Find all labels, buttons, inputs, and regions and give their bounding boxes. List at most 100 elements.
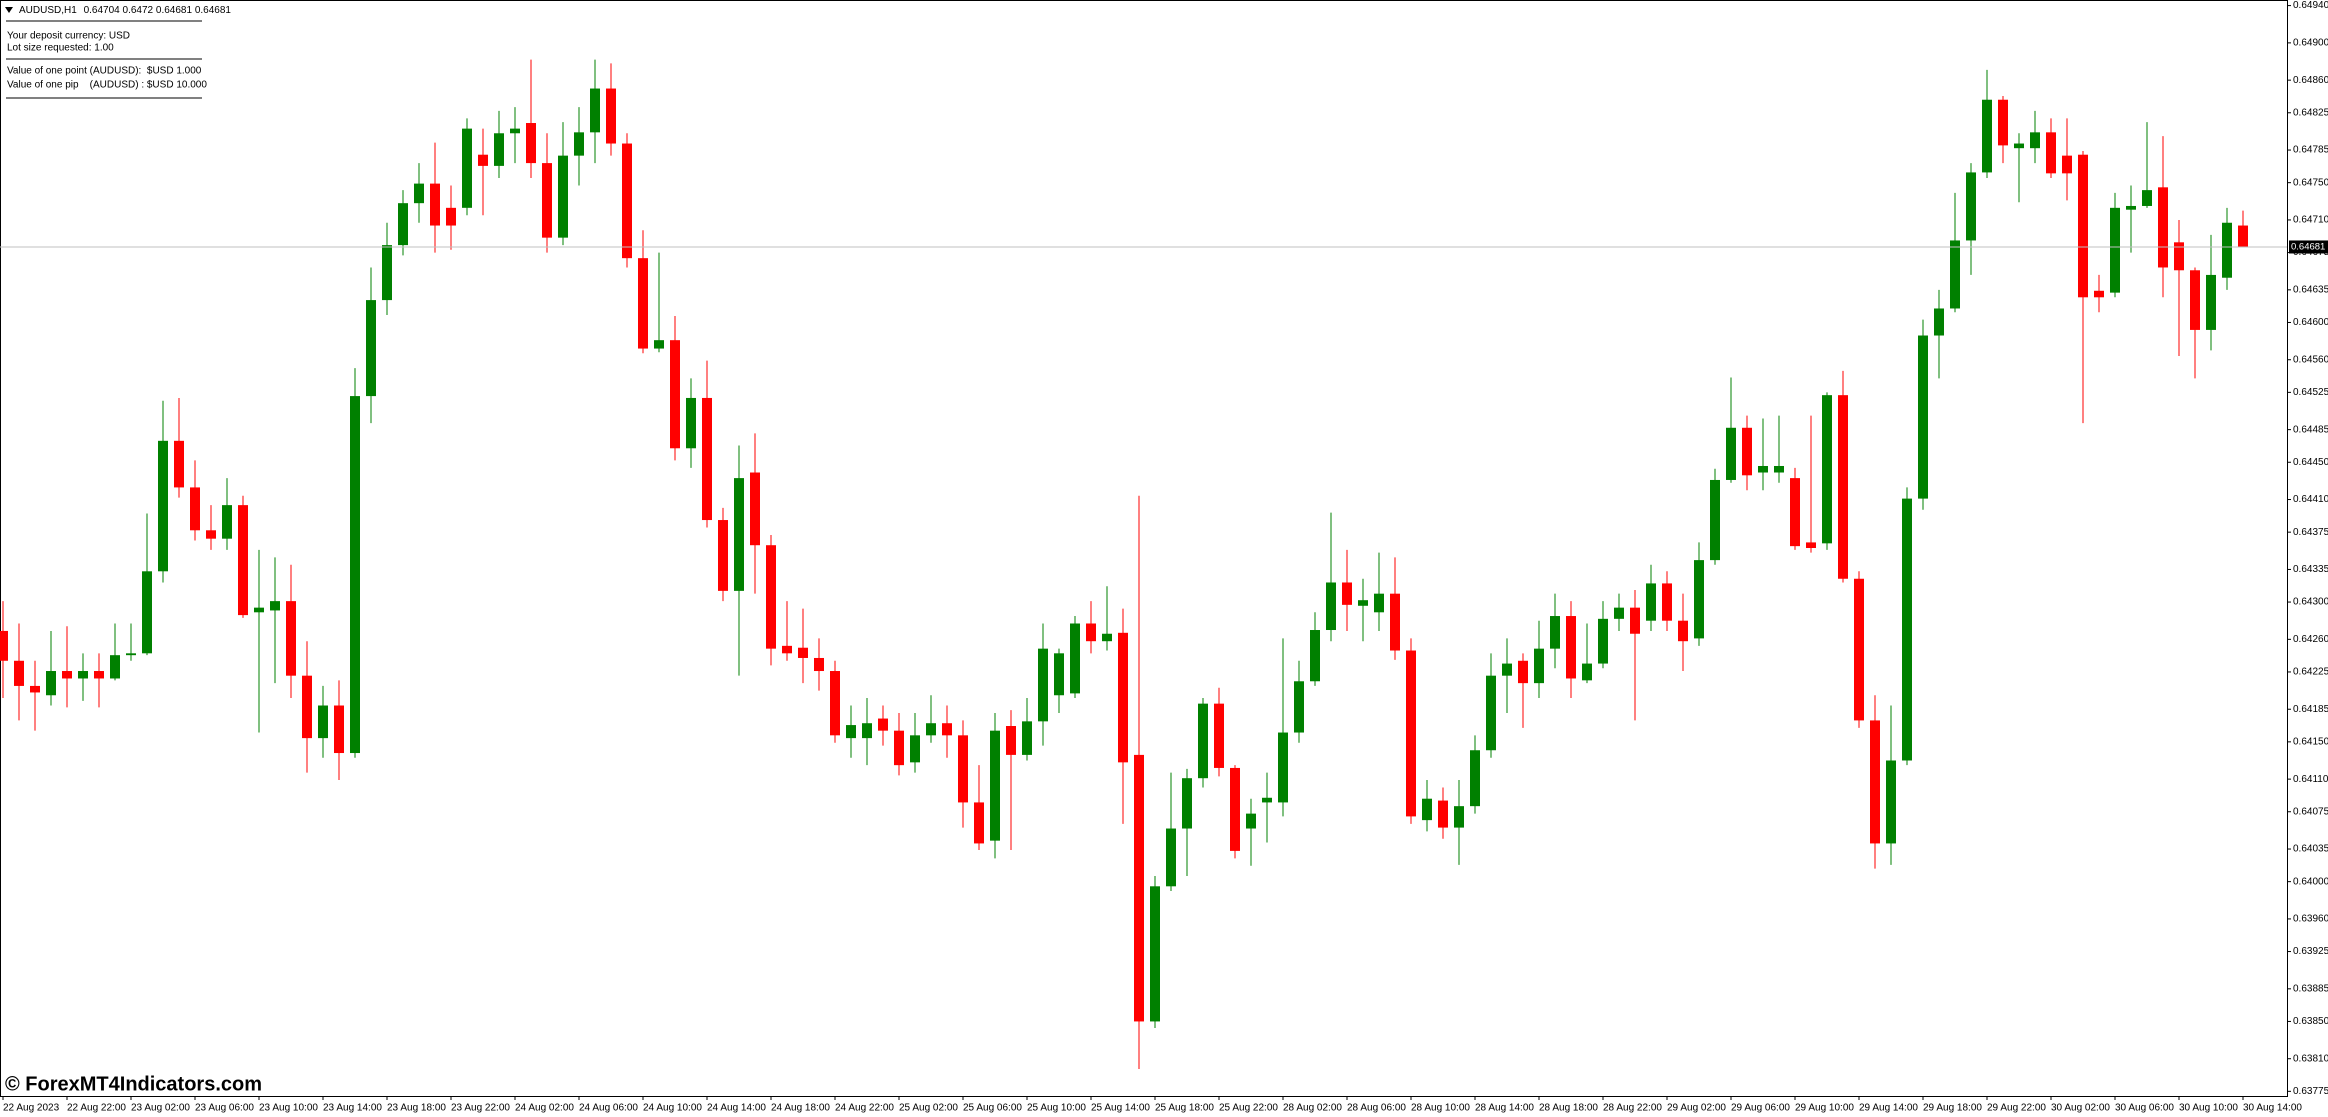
x-tick-label: 30 Aug 06:00 xyxy=(2115,1103,2174,1114)
candle-body xyxy=(414,183,424,204)
x-tick-label: 29 Aug 14:00 xyxy=(1859,1103,1918,1114)
candle-body xyxy=(1934,308,1944,336)
candle-body xyxy=(1358,600,1368,606)
y-tick-label: 0.63925 xyxy=(2293,946,2328,957)
candle-body xyxy=(302,675,312,739)
candle-body xyxy=(1710,479,1720,561)
candle-body xyxy=(942,723,952,736)
y-tick-label: 0.64035 xyxy=(2293,844,2328,855)
candle-body xyxy=(1918,335,1928,499)
candle-body xyxy=(622,143,632,259)
x-tick-label: 29 Aug 02:00 xyxy=(1667,1103,1726,1114)
candle-body xyxy=(270,601,280,611)
candle-body xyxy=(1646,583,1656,621)
candle-body xyxy=(494,133,504,166)
candle-body xyxy=(1742,427,1752,476)
candle-body xyxy=(2046,132,2056,174)
candle-body xyxy=(1310,630,1320,682)
candle-body xyxy=(1502,663,1512,676)
x-tick-label: 23 Aug 06:00 xyxy=(195,1103,254,1114)
candle-body xyxy=(1998,99,2008,146)
candle-body xyxy=(1390,593,1400,651)
x-tick-label: 24 Aug 02:00 xyxy=(515,1103,574,1114)
candle-body xyxy=(446,207,456,226)
candle-body xyxy=(1806,542,1816,548)
candle-body xyxy=(1262,797,1272,803)
candle-body xyxy=(1982,99,1992,173)
candle-body xyxy=(1774,465,1784,473)
y-tick-label: 0.64600 xyxy=(2293,317,2328,328)
candle-body xyxy=(2062,155,2072,174)
candle-body xyxy=(1838,395,1848,579)
y-tick-label: 0.63960 xyxy=(2293,914,2328,925)
y-tick-label: 0.64710 xyxy=(2293,215,2328,226)
info-line: Value of one pip (AUDUSD) : $USD 10.000 xyxy=(7,80,207,91)
candle-body xyxy=(606,88,616,144)
candle-body xyxy=(1038,648,1048,722)
candle-body xyxy=(1342,582,1352,605)
y-tick-label: 0.63810 xyxy=(2293,1053,2328,1064)
x-tick-label: 23 Aug 14:00 xyxy=(323,1103,382,1114)
candle-body xyxy=(78,671,88,679)
x-tick-label: 30 Aug 02:00 xyxy=(2051,1103,2110,1114)
menu-arrow[interactable] xyxy=(5,7,13,13)
candle-body xyxy=(846,725,856,739)
x-tick-label: 28 Aug 18:00 xyxy=(1539,1103,1598,1114)
candle-body xyxy=(1694,560,1704,639)
candle-body xyxy=(462,128,472,208)
candle-body xyxy=(638,258,648,349)
candle-body xyxy=(1598,618,1608,664)
candle-body xyxy=(510,128,520,134)
candle-body xyxy=(1630,607,1640,634)
x-tick-label: 23 Aug 22:00 xyxy=(451,1103,510,1114)
candle-body xyxy=(2078,154,2088,298)
candle-body xyxy=(766,545,776,649)
x-tick-label: 28 Aug 02:00 xyxy=(1283,1103,1342,1114)
y-tick-label: 0.64750 xyxy=(2293,177,2328,188)
y-tick-label: 0.64525 xyxy=(2293,387,2328,398)
x-tick-label: 24 Aug 10:00 xyxy=(643,1103,702,1114)
candle-body xyxy=(30,685,40,693)
y-tick-label: 0.64260 xyxy=(2293,634,2328,645)
candle-body xyxy=(382,245,392,301)
candle-body xyxy=(958,735,968,803)
x-tick-label: 29 Aug 22:00 xyxy=(1987,1103,2046,1114)
last-high: 0.6472 xyxy=(123,5,154,16)
candle-body xyxy=(1294,681,1304,733)
candle-body xyxy=(366,300,376,397)
candle-body xyxy=(1854,578,1864,721)
x-tick-label: 22 Aug 2023 xyxy=(3,1103,60,1114)
chart-title: AUDUSD,H1 0.64704 0.6472 0.64681 0.64681 xyxy=(19,5,231,16)
candle-body xyxy=(1582,663,1592,681)
candle-body xyxy=(1902,498,1912,761)
candle-body xyxy=(190,487,200,531)
candle-body xyxy=(526,123,536,164)
y-tick-label: 0.64375 xyxy=(2293,527,2328,538)
candle-body xyxy=(1758,465,1768,473)
candle-body xyxy=(318,705,328,739)
y-tick-label: 0.64225 xyxy=(2293,667,2328,678)
y-tick-label: 0.64785 xyxy=(2293,145,2328,156)
candle-body xyxy=(1246,813,1256,829)
candle-body xyxy=(702,397,712,521)
x-tick-label: 23 Aug 18:00 xyxy=(387,1103,446,1114)
candle-body xyxy=(654,340,664,349)
candle-body xyxy=(590,88,600,133)
candle-body xyxy=(990,730,1000,841)
x-tick-label: 25 Aug 06:00 xyxy=(963,1103,1022,1114)
y-tick-label: 0.64000 xyxy=(2293,876,2328,887)
candle-body xyxy=(1182,778,1192,829)
candle-body xyxy=(334,705,344,754)
candle-body xyxy=(174,440,184,488)
candle-body xyxy=(878,718,888,731)
x-tick-label: 30 Aug 14:00 xyxy=(2243,1103,2302,1114)
candle-body xyxy=(46,671,56,696)
candle-body xyxy=(542,163,552,238)
y-tick-label: 0.64335 xyxy=(2293,564,2328,575)
candle-body xyxy=(94,671,104,679)
candle-body xyxy=(1886,760,1896,844)
candle-body xyxy=(398,203,408,246)
y-tick-label: 0.64450 xyxy=(2293,457,2328,468)
